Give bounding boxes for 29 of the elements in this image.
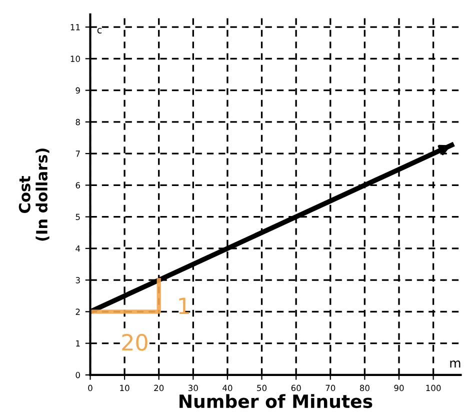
y-tick-label: 9 [76,87,80,94]
y-tick-label: 6 [76,182,80,188]
x-tick-label: 60 [291,384,301,392]
y-tick-label: 3 [76,277,80,284]
y-tick-label: 0 [76,372,80,378]
x-tick-label: 40 [222,384,232,392]
y-tick-label: 8 [76,118,80,126]
x-axis-title: Number of Minutes [180,394,372,408]
x-tick-label: 70 [326,384,336,392]
y-tick-label: 10 [70,56,80,62]
x-tick-label: 50 [257,384,267,392]
y-tick-label: 5 [76,214,80,220]
x-tick-label: 10 [120,384,130,392]
y-tick-label: 11 [70,24,80,30]
y-axis-title: Cost (In dollars) [18,148,50,241]
x-tick-label: 90 [394,384,404,392]
y-tick-label: 7 [76,150,80,157]
x-tick-label: 0 [88,384,92,392]
y-tick-label: 4 [76,246,80,252]
x-tick-label: 20 [154,384,164,392]
annotation: c [97,28,102,34]
annotation: 1 [179,298,189,314]
y-tick-label: 2 [76,308,80,315]
annotation: m [450,360,460,368]
y-tick-label: 1 [76,340,80,346]
x-tick-label: 30 [188,384,198,392]
x-tick-label: 100 [426,384,441,392]
x-tick-label: 80 [360,384,370,392]
annotation: 20 [122,334,148,351]
